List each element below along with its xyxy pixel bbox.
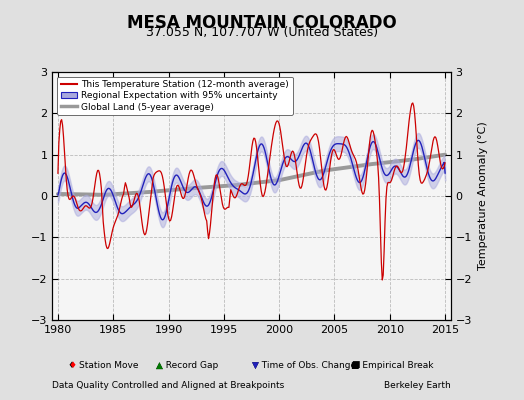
Text: ▼: ▼ (252, 360, 258, 370)
Text: ♦ Station Move: ♦ Station Move (68, 360, 139, 370)
Text: 37.055 N, 107.707 W (United States): 37.055 N, 107.707 W (United States) (146, 26, 378, 39)
Text: ▼ Time of Obs. Change: ▼ Time of Obs. Change (252, 360, 356, 370)
Legend: This Temperature Station (12-month average), Regional Expectation with 95% uncer: This Temperature Station (12-month avera… (57, 76, 292, 115)
Text: ♦: ♦ (68, 360, 77, 370)
Text: Berkeley Earth: Berkeley Earth (384, 381, 451, 390)
Y-axis label: Temperature Anomaly (°C): Temperature Anomaly (°C) (477, 122, 487, 270)
Text: ■ Empirical Break: ■ Empirical Break (351, 360, 433, 370)
Text: Data Quality Controlled and Aligned at Breakpoints: Data Quality Controlled and Aligned at B… (52, 381, 285, 390)
Text: ■: ■ (351, 360, 359, 370)
Text: MESA MOUNTAIN COLORADO: MESA MOUNTAIN COLORADO (127, 14, 397, 32)
Text: ▲ Record Gap: ▲ Record Gap (156, 360, 218, 370)
Text: ▲: ▲ (156, 360, 163, 370)
